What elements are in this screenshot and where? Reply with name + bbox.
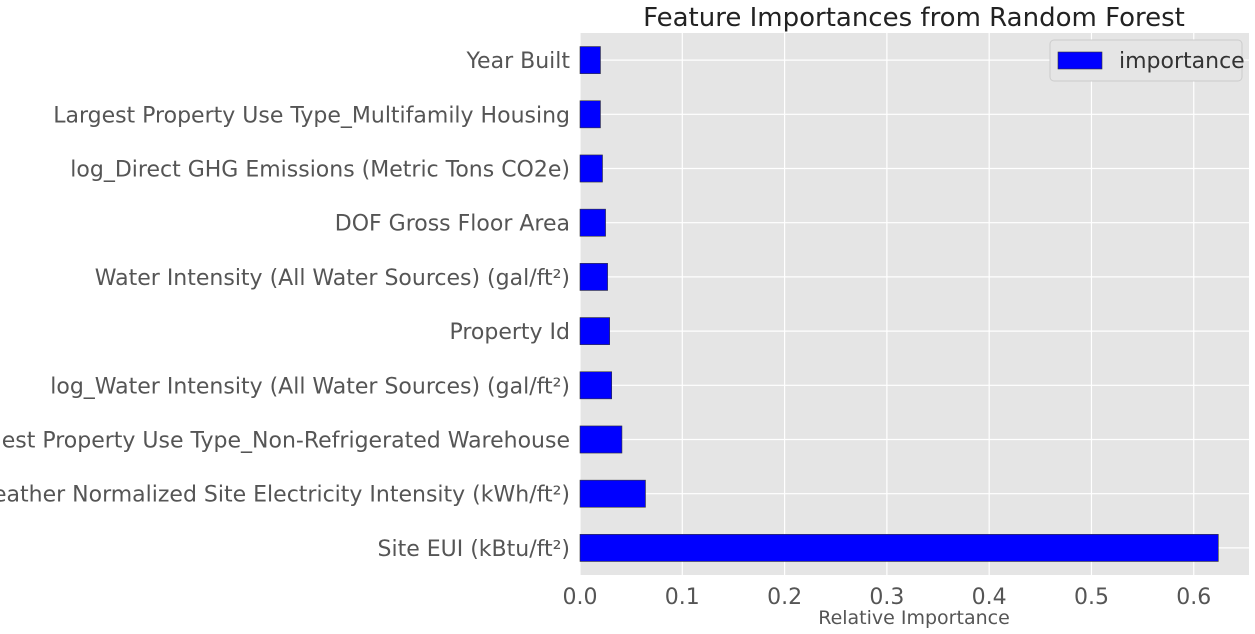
y-tick-label: Largest Property Use Type_Multifamily Ho… xyxy=(53,103,570,128)
bar xyxy=(579,46,601,74)
legend-swatch xyxy=(1057,51,1103,70)
y-tick-label: Site EUI (kBtu/ft²) xyxy=(378,537,571,562)
legend: importance xyxy=(1049,39,1245,82)
y-tick-label: Water Intensity (All Water Sources) (gal… xyxy=(95,266,570,291)
x-tick-label: 0.3 xyxy=(869,585,904,610)
y-tick-label: Year Built xyxy=(466,49,571,74)
x-tick-label: 0.5 xyxy=(1074,585,1109,610)
bar xyxy=(579,534,1219,562)
legend-label: importance xyxy=(1119,49,1245,74)
x-tick-label: 0.1 xyxy=(665,585,700,610)
plot-background xyxy=(580,33,1249,575)
bar xyxy=(579,317,610,345)
y-tick-label: log_Water Intensity (All Water Sources) … xyxy=(50,374,570,399)
y-tick-label: DOF Gross Floor Area xyxy=(335,212,570,237)
y-tick-label: log_Direct GHG Emissions (Metric Tons CO… xyxy=(70,158,570,183)
x-tick-label: 0.2 xyxy=(767,585,802,610)
chart-title: Feature Importances from Random Forest xyxy=(643,3,1185,33)
bar xyxy=(579,263,608,291)
x-tick-label: 0.0 xyxy=(563,585,598,610)
x-axis-label: Relative Importance xyxy=(818,607,1010,629)
bar xyxy=(579,479,646,508)
bar xyxy=(579,154,603,183)
bar xyxy=(579,425,623,454)
y-tick-label: Largest Property Use Type_Non-Refrigerat… xyxy=(0,429,570,454)
bar xyxy=(579,371,613,400)
y-tick-label: Property Id xyxy=(449,320,570,345)
bar xyxy=(579,100,601,129)
y-tick-label: Weather Normalized Site Electricity Inte… xyxy=(0,483,570,508)
x-tick-label: 0.4 xyxy=(972,585,1007,610)
x-tick-label: 0.6 xyxy=(1176,585,1211,610)
bar xyxy=(579,208,606,237)
